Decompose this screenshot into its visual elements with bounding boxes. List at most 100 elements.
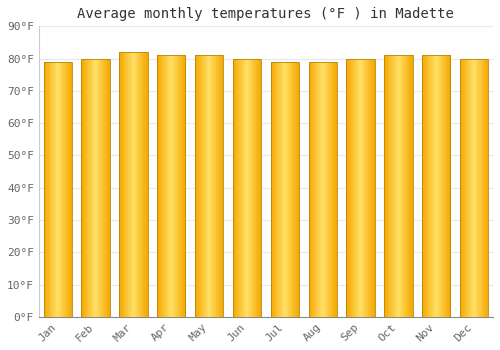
- Bar: [256, 58, 257, 317]
- Bar: [70, 62, 72, 317]
- Bar: [447, 55, 448, 317]
- Bar: [141, 52, 142, 317]
- Bar: [159, 55, 160, 317]
- Bar: [175, 55, 176, 317]
- Bar: [406, 55, 407, 317]
- Bar: [217, 55, 218, 317]
- Bar: [222, 55, 224, 317]
- Bar: [167, 55, 168, 317]
- Bar: [432, 55, 433, 317]
- Bar: [396, 55, 397, 317]
- Bar: [475, 58, 476, 317]
- Bar: [157, 55, 158, 317]
- Bar: [104, 58, 105, 317]
- Bar: [176, 55, 177, 317]
- Bar: [119, 52, 120, 317]
- Bar: [129, 52, 130, 317]
- Bar: [314, 62, 315, 317]
- Bar: [357, 58, 358, 317]
- Bar: [60, 62, 62, 317]
- Bar: [71, 62, 72, 317]
- Bar: [174, 55, 175, 317]
- Bar: [134, 52, 135, 317]
- Bar: [294, 62, 295, 317]
- Bar: [349, 58, 350, 317]
- Bar: [144, 52, 145, 317]
- Bar: [438, 55, 439, 317]
- Bar: [238, 58, 239, 317]
- Bar: [286, 62, 287, 317]
- Bar: [334, 62, 335, 317]
- Bar: [350, 58, 352, 317]
- Bar: [250, 58, 252, 317]
- Bar: [287, 62, 288, 317]
- Bar: [462, 58, 463, 317]
- Bar: [353, 58, 354, 317]
- Bar: [278, 62, 279, 317]
- Bar: [270, 62, 272, 317]
- Bar: [259, 58, 260, 317]
- Bar: [94, 58, 95, 317]
- Bar: [184, 55, 185, 317]
- Bar: [107, 58, 108, 317]
- Bar: [322, 62, 324, 317]
- Bar: [233, 58, 261, 317]
- Bar: [319, 62, 320, 317]
- Bar: [46, 62, 47, 317]
- Bar: [206, 55, 207, 317]
- Bar: [90, 58, 92, 317]
- Bar: [405, 55, 406, 317]
- Bar: [486, 58, 487, 317]
- Bar: [196, 55, 197, 317]
- Bar: [330, 62, 332, 317]
- Bar: [470, 58, 472, 317]
- Bar: [482, 58, 484, 317]
- Bar: [428, 55, 429, 317]
- Bar: [126, 52, 127, 317]
- Bar: [364, 58, 365, 317]
- Bar: [177, 55, 178, 317]
- Bar: [296, 62, 297, 317]
- Bar: [244, 58, 245, 317]
- Bar: [374, 58, 375, 317]
- Bar: [172, 55, 174, 317]
- Bar: [92, 58, 94, 317]
- Bar: [105, 58, 106, 317]
- Bar: [248, 58, 249, 317]
- Bar: [132, 52, 134, 317]
- Bar: [425, 55, 426, 317]
- Bar: [332, 62, 334, 317]
- Bar: [166, 55, 167, 317]
- Bar: [407, 55, 408, 317]
- Bar: [179, 55, 180, 317]
- Bar: [465, 58, 466, 317]
- Bar: [239, 58, 240, 317]
- Bar: [49, 62, 50, 317]
- Bar: [96, 58, 97, 317]
- Bar: [125, 52, 126, 317]
- Bar: [48, 62, 50, 317]
- Bar: [291, 62, 292, 317]
- Bar: [216, 55, 217, 317]
- Bar: [372, 58, 374, 317]
- Bar: [82, 58, 110, 317]
- Bar: [218, 55, 219, 317]
- Bar: [392, 55, 394, 317]
- Bar: [47, 62, 48, 317]
- Bar: [83, 58, 84, 317]
- Bar: [67, 62, 68, 317]
- Bar: [435, 55, 436, 317]
- Bar: [172, 55, 173, 317]
- Bar: [59, 62, 60, 317]
- Bar: [182, 55, 184, 317]
- Bar: [335, 62, 336, 317]
- Bar: [260, 58, 261, 317]
- Bar: [297, 62, 298, 317]
- Bar: [275, 62, 276, 317]
- Bar: [367, 58, 368, 317]
- Bar: [346, 58, 375, 317]
- Bar: [468, 58, 469, 317]
- Bar: [409, 55, 410, 317]
- Bar: [124, 52, 125, 317]
- Bar: [57, 62, 58, 317]
